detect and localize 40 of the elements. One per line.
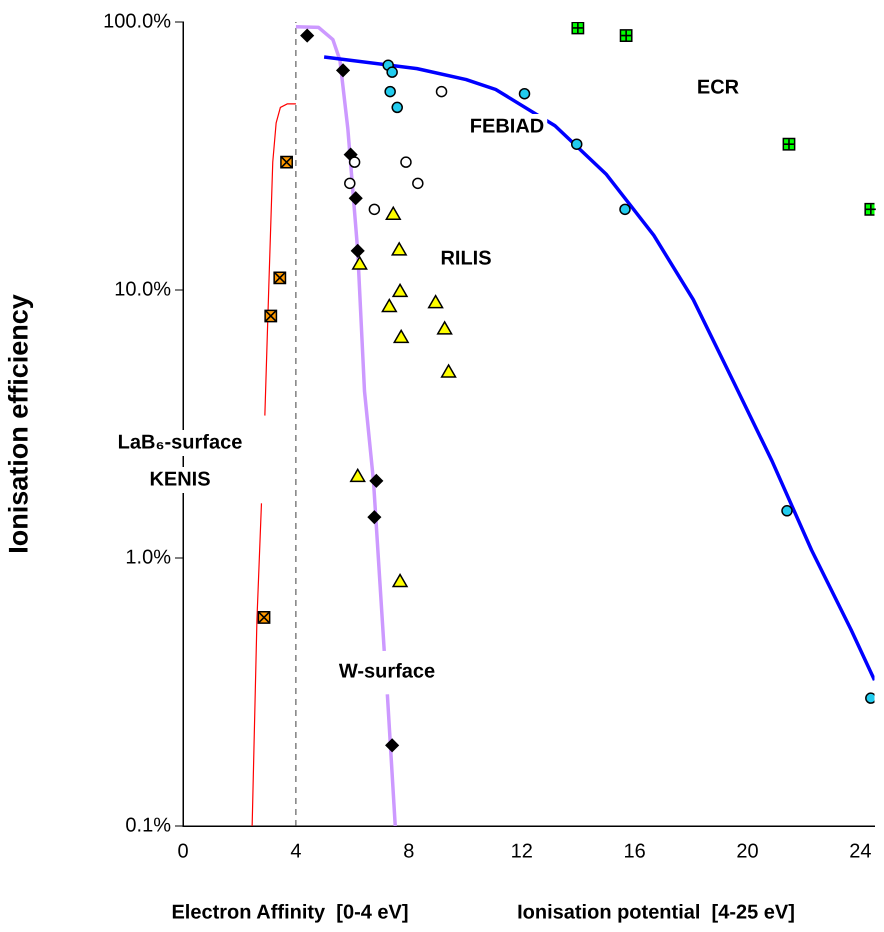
point (348, 156, 360, 168)
point (368, 510, 382, 524)
y-tick-label: 100.0% (103, 10, 172, 33)
annotation: FEBIAD (470, 116, 544, 138)
point (386, 66, 398, 78)
point (391, 102, 403, 114)
y-tick-label: 1.0% (125, 546, 172, 569)
point (300, 28, 314, 42)
point (350, 244, 364, 258)
x-tick-label: 20 (736, 840, 759, 863)
point (370, 474, 384, 488)
point (412, 178, 424, 190)
x-tick-label: 24 (849, 840, 872, 863)
point (348, 191, 362, 205)
annotation: LaB₆-surface (118, 432, 242, 454)
y-axis-title: Ionisation efficiency (4, 294, 34, 554)
annotation: ECR (696, 76, 740, 99)
annotation: KENIS (149, 468, 211, 491)
point (436, 86, 448, 98)
point (344, 178, 356, 190)
point (400, 156, 412, 168)
point (781, 505, 793, 517)
x-tick-label: 4 (290, 840, 302, 863)
point (385, 738, 399, 752)
point (368, 204, 380, 216)
annotation: RILIS (440, 248, 492, 270)
x-tick-label: 16 (623, 840, 646, 863)
y-tick-label: 10.0% (114, 278, 172, 301)
point (384, 86, 396, 98)
point (336, 64, 350, 78)
annotation: W-surface (338, 660, 436, 683)
text: Electron Affinity [0-4 eV] (171, 902, 409, 924)
x-tick-label: 8 (403, 840, 414, 863)
y-tick-label: 0.1% (125, 814, 172, 837)
point (619, 204, 631, 216)
point (570, 138, 582, 150)
point (518, 88, 530, 100)
x-tick-label: 0 (177, 840, 189, 863)
x-axis-title: Ionisation potential [4-25 eV] (517, 902, 795, 924)
x-tick-label: 12 (510, 840, 533, 863)
